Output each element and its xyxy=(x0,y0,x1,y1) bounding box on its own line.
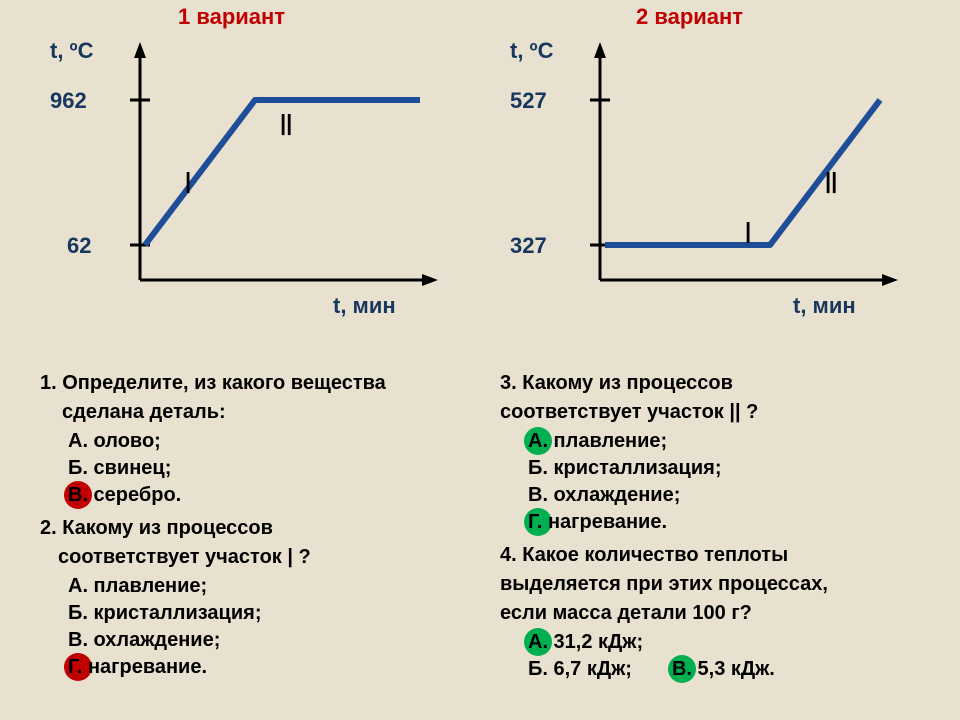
chart-2-line xyxy=(605,100,880,245)
chart1-y-low: 62 xyxy=(67,233,91,259)
answer-option-text: Г. нагревание. xyxy=(68,656,207,678)
q1-line2: сделана деталь: xyxy=(40,399,480,426)
answer-option: Б. кристаллизация; xyxy=(528,455,940,482)
q4-line3: если масса детали 100 г? xyxy=(500,600,940,627)
q3-options: А. плавление; Б. кристаллизация; В. охлажд… xyxy=(500,428,940,536)
q4-options-row: Б. 6,7 кДж; В. 5,3 кДж. xyxy=(500,656,940,683)
question-3: 3. Какому из процессов соответствует уча… xyxy=(500,370,940,536)
answer-option: А. 31,2 кДж; xyxy=(528,629,940,656)
answer-option-text: В. охлаждение; xyxy=(528,484,680,506)
chart-2: t, ºC 527 327 t, мин | || xyxy=(510,30,910,330)
chart2-seg-II: || xyxy=(825,168,837,194)
q2-options: А. плавление; Б. кристаллизация; В. охлажд… xyxy=(40,573,480,681)
answer-option-text: А. плавление; xyxy=(68,575,207,597)
answer-option-text: В. 5,3 кДж. xyxy=(672,658,775,680)
answer-option: В. 5,3 кДж. xyxy=(672,656,775,683)
chart1-y-axis-label: t, ºC xyxy=(50,38,93,64)
chart2-seg-I: | xyxy=(745,218,751,244)
questions-col-left: 1. Определите, из какого вещества сделан… xyxy=(40,370,480,689)
q1-options: А. олово; Б. свинец; В. серебро. xyxy=(40,428,480,509)
questions-col-right: 3. Какому из процессов соответствует уча… xyxy=(500,370,940,689)
q4-options: А. 31,2 кДж; xyxy=(500,629,940,656)
answer-option-text: Б. свинец; xyxy=(68,457,171,479)
chart1-seg-II: || xyxy=(280,110,292,136)
answer-option: В. серебро. xyxy=(68,482,480,509)
question-1: 1. Определите, из какого вещества сделан… xyxy=(40,370,480,509)
questions: 1. Определите, из какого вещества сделан… xyxy=(40,370,940,689)
page: 1 вариант 2 вариант t, ºC 962 62 t, мин … xyxy=(0,0,960,720)
chart2-x-axis-label: t, мин xyxy=(793,293,856,319)
chart2-y-axis-label: t, ºC xyxy=(510,38,553,64)
chart1-seg-I: | xyxy=(185,168,191,194)
answer-option-text: Г. нагревание. xyxy=(528,511,667,533)
answer-option: А. плавление; xyxy=(68,573,480,600)
answer-option: Б. 6,7 кДж; xyxy=(528,656,632,683)
answer-option-text: А. 31,2 кДж; xyxy=(528,631,643,653)
answer-option-text: В. серебро. xyxy=(68,484,181,506)
chart2-y-low: 327 xyxy=(510,233,547,259)
chart2-y-high: 527 xyxy=(510,88,547,114)
answer-option: А. олово; xyxy=(68,428,480,455)
answer-option-text: В. охлаждение; xyxy=(68,629,220,651)
answer-option: Б. свинец; xyxy=(68,455,480,482)
chart-1: t, ºC 962 62 t, мин | || xyxy=(50,30,450,330)
answer-option-text: А. олово; xyxy=(68,430,161,452)
question-4: 4. Какое количество теплоты выделяется п… xyxy=(500,542,940,683)
answer-option: В. охлаждение; xyxy=(528,482,940,509)
question-2: 2. Какому из процессов соответствует уча… xyxy=(40,515,480,681)
chart-1-svg xyxy=(50,30,450,330)
answer-option: А. плавление; xyxy=(528,428,940,455)
q2-line1: 2. Какому из процессов xyxy=(40,515,480,542)
q2-line2: соответствует участок | ? xyxy=(40,544,480,571)
q4-line2: выделяется при этих процессах, xyxy=(500,571,940,598)
answer-option-text: Б. кристаллизация; xyxy=(528,457,721,479)
answer-option-text: А. плавление; xyxy=(528,430,667,452)
answer-option: Г. нагревание. xyxy=(528,509,940,536)
variant2-title: 2 вариант xyxy=(636,4,743,30)
charts-row: t, ºC 962 62 t, мин | || t, ºC 527 327 t… xyxy=(50,30,910,330)
answer-option-text: Б. кристаллизация; xyxy=(68,602,261,624)
chart-2-svg xyxy=(510,30,910,330)
chart1-x-axis-label: t, мин xyxy=(333,293,396,319)
answer-option: Б. кристаллизация; xyxy=(68,600,480,627)
answer-option: Г. нагревание. xyxy=(68,654,480,681)
answer-option: В. охлаждение; xyxy=(68,627,480,654)
q4-line1: 4. Какое количество теплоты xyxy=(500,542,940,569)
variant1-title: 1 вариант xyxy=(178,4,285,30)
q1-line1: 1. Определите, из какого вещества xyxy=(40,370,480,397)
q3-line2: соответствует участок || ? xyxy=(500,399,940,426)
chart1-y-high: 962 xyxy=(50,88,87,114)
answer-option-text: Б. 6,7 кДж; xyxy=(528,658,632,680)
q3-line1: 3. Какому из процессов xyxy=(500,370,940,397)
